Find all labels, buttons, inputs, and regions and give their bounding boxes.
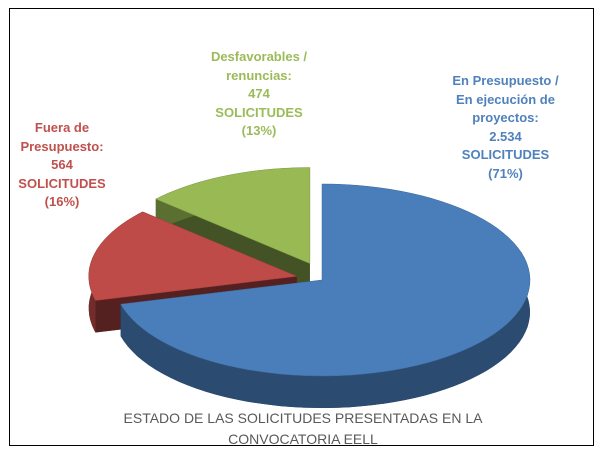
pie-slice [88, 211, 298, 301]
percentage-label: (13%) [241, 123, 277, 138]
category-label: En Presupuesto / En ejecución de proyect… [452, 73, 559, 125]
unit-label: SOLICITUDES [18, 175, 106, 191]
category-label: Desfavorables / renuncias: [210, 49, 308, 83]
chart-frame [9, 8, 594, 446]
percentage-label: (71%) [488, 165, 523, 181]
data-label: Desfavorables / renuncias: 474 SOLICITUDES… [200, 48, 318, 141]
data-label: Fuera de Presupuesto: 564 SOLICITUDES (16%) [10, 119, 114, 212]
unit-label: SOLICITUDES [215, 104, 303, 120]
data-label: En Presupuesto / En ejecución de proyect… [448, 72, 563, 183]
unit-label: SOLICITUDES [461, 147, 550, 162]
percentage-label: (16%) [44, 194, 80, 209]
value-label: 2.534 [489, 128, 522, 144]
category-label: Fuera de Presupuesto: [20, 120, 104, 154]
value-label: 474 [248, 86, 270, 101]
chart-title: ESTADO DE LAS SOLICITUDES PRESENTADAS EN… [123, 410, 483, 447]
value-label: 564 [51, 157, 73, 172]
pie-slice [155, 167, 311, 264]
pie-slice [120, 183, 531, 377]
pie-slice-group [120, 183, 531, 408]
